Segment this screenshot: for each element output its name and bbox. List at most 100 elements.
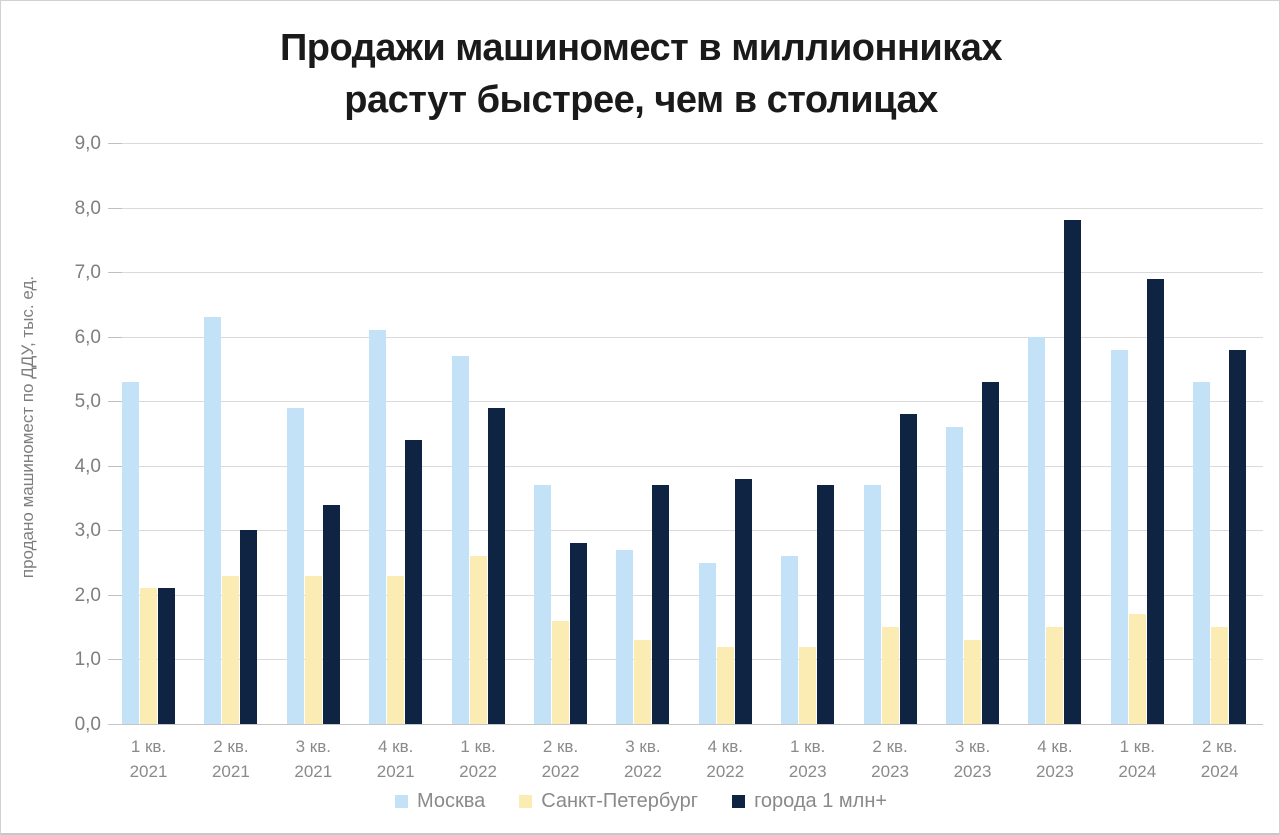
legend-item-москва: Москва: [394, 790, 486, 813]
x-axis-line: [108, 724, 1263, 725]
bar-санкт-петербург: [1046, 627, 1064, 724]
legend-swatch: [519, 795, 533, 808]
gridline: [122, 594, 1263, 596]
bar-города-1-млн+: [570, 543, 587, 724]
chart-title-line1: Продажи машиномест в миллионниках: [279, 27, 1003, 69]
gridline: [122, 401, 1263, 403]
x-axis-tick-label: 4 кв. 2022: [706, 737, 745, 781]
legend-swatch: [394, 795, 408, 808]
bar-санкт-петербург: [634, 640, 652, 724]
bar-города-1-млн+: [982, 381, 999, 724]
y-axis-tick: [108, 207, 122, 209]
bar-санкт-петербург: [881, 627, 899, 724]
bar-города-1-млн+: [652, 485, 670, 724]
bar-москва: [946, 427, 963, 724]
bar-москва: [616, 549, 634, 724]
bar-москва: [286, 407, 304, 724]
bar-санкт-петербург: [222, 575, 240, 724]
y-axis-tick-label: 1,0: [74, 649, 101, 671]
gridline: [122, 659, 1263, 661]
bar-города-1-млн+: [899, 414, 917, 724]
bar-города-1-млн+: [487, 407, 505, 724]
x-axis-tick-label: 1 кв. 2023: [788, 737, 827, 781]
bar-санкт-петербург: [799, 646, 817, 724]
chart-title: Продажи машиномест в миллионниках растут…: [1, 22, 1279, 126]
gridline: [122, 207, 1263, 209]
legend-swatch: [732, 795, 746, 808]
bar-санкт-петербург: [387, 575, 405, 724]
bar-санкт-петербург: [469, 556, 487, 724]
legend: Москва Санкт-Петербург города 1 млн+: [1, 790, 1279, 813]
bar-города-1-млн+: [158, 588, 175, 724]
y-axis-tick-label: 8,0: [74, 197, 101, 219]
bar-москва: [863, 485, 881, 724]
bar-санкт-петербург: [304, 575, 322, 724]
plot-area: [122, 143, 1263, 724]
gridline: [122, 465, 1263, 467]
bar-москва: [122, 381, 139, 724]
bar-москва: [1028, 336, 1046, 724]
y-axis-tick: [108, 465, 122, 467]
bar-города-1-млн+: [817, 485, 835, 724]
bar-санкт-петербург: [552, 620, 569, 724]
gridline: [122, 530, 1263, 532]
bar-москва: [698, 562, 716, 724]
x-axis-tick-label: 1 кв. 2022: [459, 737, 497, 781]
x-axis-tick-label: 4 кв. 2021: [376, 737, 415, 781]
bar-города-1-млн+: [240, 530, 258, 724]
x-axis-tick-label: 1 кв. 2024: [1118, 737, 1157, 781]
bar-москва: [369, 330, 387, 724]
bar-москва: [204, 317, 222, 724]
y-axis-tick: [108, 659, 122, 661]
y-axis-tick: [108, 530, 122, 532]
y-axis-tick: [108, 401, 122, 403]
bar-москва: [781, 556, 799, 724]
x-axis-tick-label: 2 кв. 2022: [541, 737, 580, 781]
bar-города-1-млн+: [1229, 349, 1247, 724]
y-axis-tick-label: 4,0: [74, 455, 101, 477]
y-axis-tick-label: 5,0: [74, 391, 101, 413]
x-axis-tick-label: 1 кв. 2021: [129, 737, 168, 781]
x-axis-tick-label: 2 кв. 2024: [1200, 737, 1239, 781]
bar-города-1-млн+: [1146, 278, 1164, 724]
x-axis-tick-label: 4 кв. 2023: [1035, 737, 1074, 781]
gridline: [122, 336, 1263, 338]
y-axis-tick-label: 2,0: [74, 584, 101, 606]
y-axis-tick: [108, 143, 122, 144]
x-axis-tick-label: 2 кв. 2021: [211, 737, 250, 781]
bar-города-1-млн+: [1064, 220, 1082, 724]
gridline: [122, 143, 1263, 144]
bar-санкт-петербург: [964, 640, 981, 724]
bar-города-1-млн+: [322, 504, 340, 724]
gridline: [122, 272, 1263, 274]
legend-label: города 1 млн+: [754, 790, 888, 812]
y-axis-tick-label: 6,0: [74, 326, 101, 348]
x-axis-tick-label: 3 кв. 2021: [294, 737, 333, 781]
y-axis-tick-label: 0,0: [74, 714, 101, 735]
bar-санкт-петербург: [140, 588, 157, 724]
legend-item-города-1-млн+: города 1 млн+: [732, 790, 887, 813]
y-axis-tick-label: 3,0: [74, 520, 101, 542]
bar-москва: [451, 356, 469, 724]
legend-label: Москва: [416, 790, 486, 812]
y-axis-tick-label: 7,0: [74, 262, 101, 284]
bar-санкт-петербург: [1128, 614, 1146, 724]
legend-item-санкт-петербург: Санкт-Петербург: [519, 790, 698, 813]
y-axis-tick: [108, 336, 122, 338]
y-axis-tick: [108, 594, 122, 596]
bar-санкт-петербург: [1211, 627, 1229, 724]
y-axis-tick: [108, 272, 122, 274]
chart-title-line2: растут быстрее, чем в столицах: [344, 79, 938, 121]
bar-города-1-млн+: [734, 478, 752, 724]
bar-санкт-петербург: [716, 646, 734, 724]
x-axis-tick-label: 3 кв. 2022: [623, 737, 662, 781]
bar-москва: [1110, 349, 1128, 724]
x-axis-tick-label: 2 кв. 2023: [871, 737, 909, 781]
x-axis-tick-label: 3 кв. 2023: [953, 737, 992, 781]
y-axis-tick-label: 9,0: [74, 133, 101, 154]
bar-москва: [1193, 381, 1211, 724]
legend-label: Санкт-Петербург: [541, 790, 699, 812]
bar-москва: [534, 485, 551, 724]
bar-города-1-млн+: [405, 439, 423, 724]
